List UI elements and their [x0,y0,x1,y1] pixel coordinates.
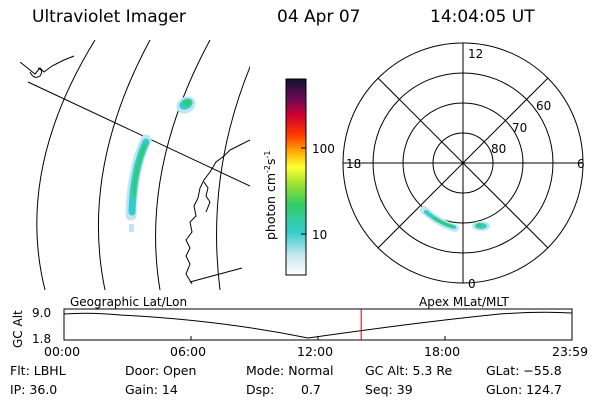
polar-plot [342,42,584,284]
door-status: Door: Open [125,363,197,378]
geo-coords-label: Geographic Lat/Lon [70,295,188,309]
mlt-label-noon: 12 [468,47,484,61]
ip-value: IP: 36.0 [10,382,58,397]
gc-alt-value: GC Alt: 5.3 Re [365,363,453,378]
map-meridian [27,81,250,187]
dsp-label: Dsp: [246,382,275,397]
coastline [203,181,211,213]
coastline [20,55,75,75]
apex-coords-label: Apex MLat/MLT [419,295,509,309]
aurora-emission [125,96,196,232]
geo-longitude: GLon: 124.7 [486,382,562,397]
gain-value: Gain: 14 [125,382,178,397]
instrument-title: Ultraviolet Imager [32,7,186,27]
colorbar [285,78,307,276]
geo-latitude: GLat: −55.8 [486,363,562,378]
map-grid-arc [216,65,250,290]
mode-value: Mode: Normal [246,363,334,378]
map-grid-arc [155,40,211,290]
filter-value: Flt: LBHL [10,363,66,378]
y-tick-label: 9.0 [32,306,52,320]
polar-aurora [420,206,490,232]
y-axis-label: GC Alt [11,310,25,348]
timeline-plot [63,308,573,341]
dsp-value: 0.7 [301,382,321,397]
date-label: 04 Apr 07 [277,7,361,27]
map-grid-arc [36,40,96,290]
geographic-map [20,40,250,290]
colorbar-tick-label: 100 [312,142,335,156]
colorbar-tick-label: 10 [312,228,328,242]
coastline [185,139,250,285]
x-tick-label: 06:00 [170,344,207,359]
polar-axis-diag [377,77,549,249]
time-label: 14:04:05 UT [430,7,535,27]
timeline-frame [63,308,573,341]
x-tick-label: 23:59 [552,344,589,359]
mlt-label-midnight: 0 [468,277,476,291]
colorbar-unit-label: photon cm-2s-1 [263,150,279,240]
x-tick-label: 00:00 [44,344,81,359]
map-grid-line [189,267,243,283]
altitude-trace [63,311,573,339]
sequence-value: Seq: 39 [365,382,413,397]
lat-label-60: 60 [536,99,552,113]
y-tick-label: 1.8 [32,332,52,346]
mlt-label-dawn: 6 [577,157,585,171]
mlt-label-dusk: 18 [346,157,362,171]
lat-label-80: 80 [491,142,507,156]
x-tick-label: 18:00 [424,344,461,359]
map-grid-arc [97,40,151,290]
x-tick-label: 12:00 [297,344,334,359]
coastline [29,67,43,78]
lat-label-70: 70 [512,121,528,135]
